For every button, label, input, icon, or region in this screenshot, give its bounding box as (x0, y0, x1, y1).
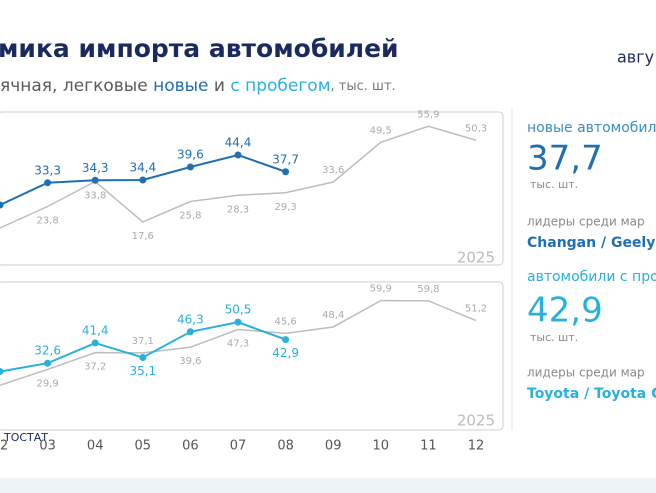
value-label: 42,9 (272, 346, 299, 360)
x-tick-label: 04 (87, 439, 104, 454)
x-tick-label: 08 (277, 439, 294, 454)
value-label: 37,2 (84, 362, 106, 373)
panel-leaders: Changan / Geely (527, 235, 655, 251)
value-label: 25,8 (179, 211, 201, 222)
x-tick-label: 02 (0, 439, 8, 454)
x-tick-label: 03 (39, 439, 56, 454)
point (282, 168, 290, 176)
point (139, 353, 147, 361)
value-label: 59,9 (370, 284, 392, 295)
value-label: 50,5 (225, 303, 252, 317)
point (91, 339, 99, 347)
point (91, 176, 99, 184)
panel-frame (0, 281, 504, 431)
panel-value: 37,7 (527, 139, 603, 179)
panel-unit: тыс. шт. (530, 178, 578, 191)
series-line (0, 299, 477, 386)
point (186, 163, 194, 171)
point (44, 359, 52, 367)
point (282, 336, 290, 344)
value-label: 33,6 (322, 165, 344, 176)
value-label: 39,6 (179, 356, 201, 367)
panel-label: новые автомобил (527, 120, 656, 136)
corner-date: авгу (617, 48, 654, 67)
value-label: 45,6 (274, 316, 296, 327)
subtitle: ячная, легковые новые и с пробегом, тыс.… (0, 76, 396, 96)
value-label: 17,6 (132, 231, 154, 242)
subtitle-part: и (209, 76, 231, 96)
value-label: 46,3 (177, 312, 204, 326)
series-legend: 2025 (457, 412, 495, 430)
value-label: 33,8 (84, 191, 106, 202)
value-label: 35,1 (129, 364, 156, 378)
panel-leaders: Toyota / Toyota C (527, 386, 656, 402)
point (139, 176, 147, 184)
value-label: 37,7 (272, 152, 299, 166)
value-label: 23,8 (36, 216, 58, 227)
subtitle-part: новые (153, 76, 208, 96)
x-tick-label: 10 (373, 439, 390, 454)
x-tick-label: 12 (468, 439, 485, 454)
series-line (0, 125, 477, 229)
panel-value: 42,9 (527, 291, 603, 331)
point (0, 367, 4, 375)
x-tick-label: 11 (420, 439, 437, 454)
title: мика импорта автомобилей (0, 34, 399, 63)
x-tick-label: 07 (230, 439, 247, 454)
footer-band (0, 478, 656, 493)
point (234, 151, 242, 159)
value-label: 39,6 (177, 148, 204, 162)
value-label: 48,4 (322, 310, 344, 321)
value-label: 50,3 (465, 123, 487, 134)
series-legend: 2025 (457, 249, 495, 267)
subtitle-part: , тыс. шт. (331, 79, 396, 94)
value-label: 51,2 (465, 304, 487, 315)
value-label: 33,3 (34, 163, 61, 177)
source: ТОСТАТ (3, 431, 48, 444)
value-label: 29,3 (274, 202, 296, 213)
panel-label: лидеры среди мар (527, 366, 645, 380)
value-label: 34,3 (82, 161, 109, 175)
value-label: 32,6 (34, 344, 61, 358)
value-label: 55,9 (417, 109, 439, 120)
subtitle-part: с пробегом (230, 76, 330, 96)
point (234, 318, 242, 326)
x-tick-label: 09 (325, 439, 342, 454)
value-label: 29,9 (36, 378, 58, 389)
panel-unit: тыс. шт. (530, 331, 578, 344)
value-label: 47,3 (227, 338, 249, 349)
point (0, 201, 4, 209)
value-label: 37,1 (132, 336, 154, 347)
panel-frame (0, 111, 504, 266)
x-tick-label: 05 (135, 439, 152, 454)
point (186, 328, 194, 336)
value-label: 44,4 (225, 136, 252, 150)
value-label: 34,4 (129, 161, 156, 175)
value-label: 49,5 (370, 125, 392, 136)
x-tick-label: 06 (182, 439, 199, 454)
value-label: 28,3 (227, 204, 249, 215)
panel-label: автомобили с про (527, 269, 656, 285)
value-label: 41,4 (82, 324, 109, 338)
subtitle-part: ячная, легковые (0, 76, 153, 96)
panel-label: лидеры среди мар (527, 215, 645, 229)
value-label: 59,8 (417, 284, 439, 295)
point (44, 179, 52, 187)
